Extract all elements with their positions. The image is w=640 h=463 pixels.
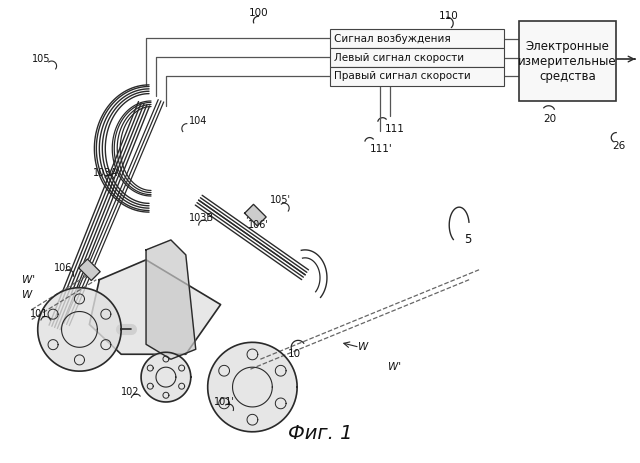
Text: 111': 111' <box>370 144 392 154</box>
Text: 20: 20 <box>543 114 557 124</box>
Polygon shape <box>244 204 266 226</box>
Text: 101: 101 <box>29 309 48 319</box>
Text: 110: 110 <box>439 11 459 21</box>
Text: 105: 105 <box>32 54 50 64</box>
Bar <box>519 21 616 101</box>
Text: 102: 102 <box>121 387 140 397</box>
Text: 101': 101' <box>214 397 234 407</box>
Text: 100: 100 <box>248 8 268 19</box>
Bar <box>330 67 504 86</box>
Text: W: W <box>358 342 368 352</box>
Text: W': W' <box>388 362 401 372</box>
Text: 10: 10 <box>288 349 301 359</box>
Polygon shape <box>141 352 191 402</box>
Text: 105': 105' <box>270 195 291 205</box>
Text: W: W <box>22 290 32 300</box>
Text: 104: 104 <box>189 116 207 125</box>
Text: 26: 26 <box>612 140 625 150</box>
Text: 103A: 103A <box>93 169 118 178</box>
Polygon shape <box>90 260 221 354</box>
Text: Электронные
измерительные
средства: Электронные измерительные средства <box>518 39 617 82</box>
Bar <box>330 29 504 48</box>
Bar <box>330 48 504 67</box>
Polygon shape <box>208 342 297 432</box>
Polygon shape <box>146 240 196 359</box>
Text: Сигнал возбуждения: Сигнал возбуждения <box>334 34 451 44</box>
Text: 103B: 103B <box>189 213 214 223</box>
Text: Левый сигнал скорости: Левый сигнал скорости <box>334 52 464 63</box>
Polygon shape <box>38 288 121 371</box>
Polygon shape <box>79 259 100 281</box>
Text: 5: 5 <box>464 233 472 246</box>
Text: Правый сигнал скорости: Правый сигнал скорости <box>334 71 470 81</box>
Text: Фиг. 1: Фиг. 1 <box>288 424 352 443</box>
Text: W': W' <box>22 275 35 285</box>
Text: 111: 111 <box>385 124 404 134</box>
Text: 106': 106' <box>248 220 269 230</box>
Text: 106: 106 <box>54 263 72 273</box>
